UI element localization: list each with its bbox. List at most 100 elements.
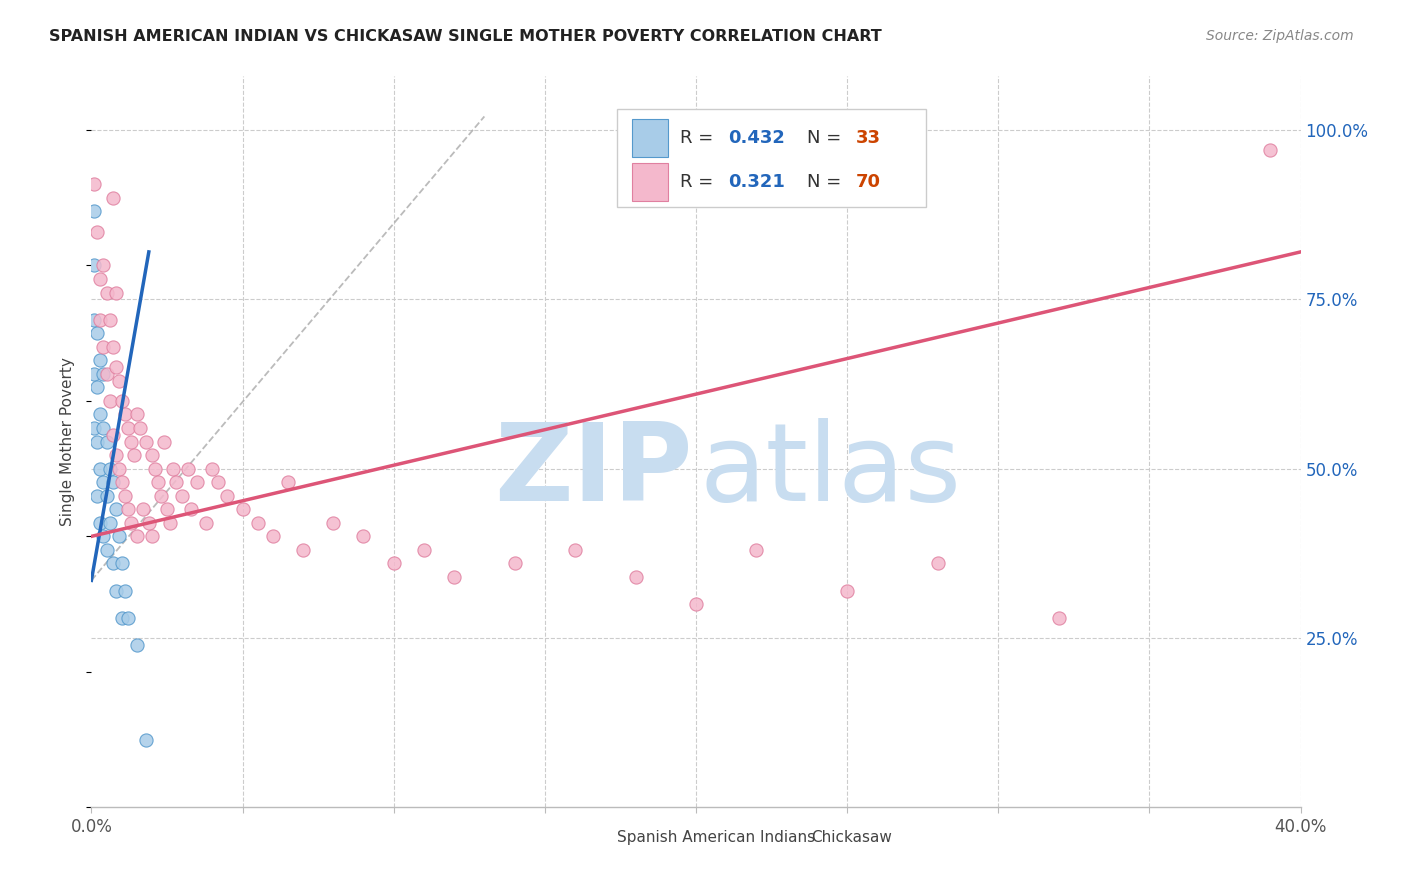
- Point: [132, 502, 155, 516]
- Text: Spanish American Indians: Spanish American Indians: [617, 830, 815, 846]
- Point: [443, 570, 465, 584]
- Point: [143, 461, 166, 475]
- Point: [111, 475, 132, 490]
- Text: Source: ZipAtlas.com: Source: ZipAtlas.com: [1206, 29, 1354, 43]
- Point: [146, 475, 169, 490]
- Point: [262, 529, 284, 543]
- Point: [89, 353, 111, 368]
- Text: atlas: atlas: [700, 417, 962, 524]
- Text: 0.321: 0.321: [728, 173, 786, 191]
- Point: [98, 393, 121, 408]
- Point: [1047, 610, 1070, 624]
- Point: [207, 475, 229, 490]
- Point: [117, 610, 139, 624]
- Point: [177, 461, 200, 475]
- Point: [98, 516, 121, 530]
- Point: [141, 448, 163, 462]
- Point: [156, 502, 179, 516]
- Point: [277, 475, 299, 490]
- Text: SPANISH AMERICAN INDIAN VS CHICKASAW SINGLE MOTHER POVERTY CORRELATION CHART: SPANISH AMERICAN INDIAN VS CHICKASAW SIN…: [49, 29, 882, 44]
- Point: [89, 312, 111, 326]
- Point: [104, 502, 127, 516]
- Text: N =: N =: [807, 173, 848, 191]
- Point: [246, 516, 269, 530]
- Point: [86, 326, 108, 341]
- Point: [86, 489, 108, 503]
- Text: 33: 33: [856, 129, 880, 147]
- Point: [153, 434, 176, 449]
- Point: [96, 434, 118, 449]
- Point: [231, 502, 253, 516]
- Bar: [775, 826, 801, 847]
- Point: [125, 529, 148, 543]
- Text: 0.432: 0.432: [728, 129, 786, 147]
- Text: R =: R =: [681, 173, 720, 191]
- Point: [927, 557, 949, 571]
- Point: [107, 461, 129, 475]
- Point: [89, 516, 111, 530]
- Point: [195, 516, 218, 530]
- Point: [503, 557, 526, 571]
- Bar: [581, 826, 607, 847]
- Point: [93, 529, 115, 543]
- Point: [135, 434, 157, 449]
- Point: [93, 259, 115, 273]
- Point: [107, 374, 129, 388]
- Point: [128, 421, 150, 435]
- Point: [101, 475, 124, 490]
- Point: [322, 516, 344, 530]
- Point: [101, 427, 124, 442]
- Point: [114, 489, 136, 503]
- Point: [120, 434, 142, 449]
- Point: [111, 393, 132, 408]
- Point: [86, 225, 108, 239]
- Point: [111, 610, 132, 624]
- Point: [98, 312, 121, 326]
- Point: [217, 489, 239, 503]
- Point: [107, 529, 129, 543]
- Point: [101, 191, 124, 205]
- Point: [122, 448, 145, 462]
- Point: [96, 285, 118, 300]
- Point: [165, 475, 187, 490]
- Point: [141, 529, 163, 543]
- Point: [83, 312, 105, 326]
- Point: [292, 542, 315, 557]
- Point: [125, 408, 148, 422]
- Point: [93, 367, 115, 381]
- Point: [86, 434, 108, 449]
- Point: [413, 542, 436, 557]
- Point: [162, 461, 184, 475]
- Point: [83, 204, 105, 219]
- Point: [135, 732, 157, 747]
- Point: [120, 516, 142, 530]
- Point: [93, 421, 115, 435]
- Point: [138, 516, 160, 530]
- Point: [685, 597, 707, 611]
- Point: [172, 489, 194, 503]
- Point: [104, 448, 127, 462]
- Y-axis label: Single Mother Poverty: Single Mother Poverty: [60, 357, 76, 526]
- Point: [114, 408, 136, 422]
- Point: [83, 259, 105, 273]
- Text: N =: N =: [807, 129, 848, 147]
- Point: [101, 557, 124, 571]
- Text: Chickasaw: Chickasaw: [811, 830, 891, 846]
- Point: [104, 285, 127, 300]
- Point: [89, 272, 111, 286]
- Text: ZIP: ZIP: [494, 417, 692, 524]
- Point: [745, 542, 768, 557]
- Point: [149, 489, 172, 503]
- Point: [201, 461, 224, 475]
- Point: [93, 475, 115, 490]
- Point: [117, 421, 139, 435]
- Point: [564, 542, 586, 557]
- Point: [125, 638, 148, 652]
- Bar: [631, 163, 668, 201]
- Text: 70: 70: [856, 173, 880, 191]
- Point: [83, 421, 105, 435]
- Point: [93, 340, 115, 354]
- Point: [89, 461, 111, 475]
- Point: [96, 367, 118, 381]
- Point: [1260, 144, 1282, 158]
